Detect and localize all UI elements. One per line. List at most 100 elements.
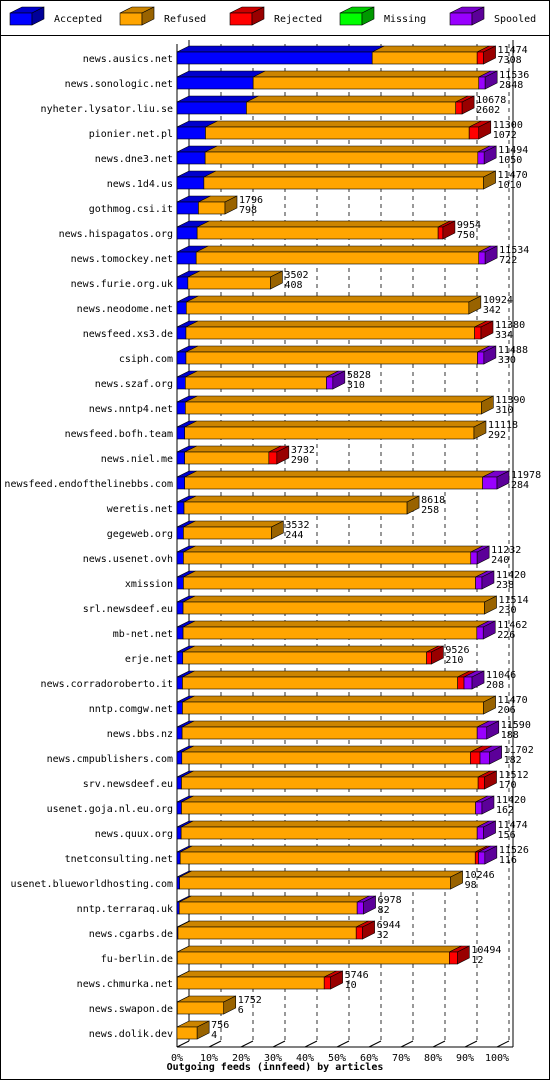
bar-front [176,51,373,65]
bar-front [468,126,480,140]
bar-segment [181,720,490,740]
bar-segment [176,45,385,65]
bar-front [176,726,183,740]
bar-segment [204,145,490,165]
bar-segment [185,320,487,340]
bar-top [185,320,487,328]
total-label: 9526 [445,645,469,656]
bar-front [176,201,199,215]
legend-item: Accepted [9,6,102,26]
legend-item: Refused [119,6,206,26]
bar-side [483,820,496,840]
bar-segment [356,895,376,915]
bar-side [141,6,155,26]
accepted-label: 206 [498,705,516,716]
bar-segment [183,545,483,565]
bar-front [176,226,198,240]
bar-top [182,620,489,628]
bar-segment [477,770,497,790]
bar-segment [184,445,281,465]
bar-front [179,851,476,865]
bar-front [475,801,483,815]
bar-front [176,401,186,415]
bar-front [355,926,363,940]
bar-front [176,876,180,890]
bar-segment [426,645,444,665]
y-tick-label: news.tomockey.net [71,254,173,265]
total-label: 11420 [496,795,526,806]
y-tick-label: newsfeed.bofh.team [65,429,173,440]
bar-front [176,701,183,715]
bar-front [177,926,357,940]
accepted-label: 32 [377,930,389,941]
bar-front [176,776,182,790]
bar-side [196,1020,210,1040]
bar-segment [437,220,456,240]
y-tick-label: nntp.comgw.net [89,704,173,715]
accepted-label: 10 [345,980,357,991]
x-tick [240,1040,254,1048]
x-tick-label: 40% [296,1053,314,1064]
bar-front [176,901,180,915]
y-tick-label: news.furie.org.uk [71,279,173,290]
total-label: 11488 [498,345,528,356]
accepted-label: 1050 [498,155,522,166]
bar-segment [463,670,485,690]
x-tick-label: 10% [200,1053,218,1064]
bar-side [476,545,490,565]
accepted-label: 330 [498,355,516,366]
total-label: 10494 [471,945,501,956]
bar-front [463,676,473,690]
total-label: 11300 [493,120,523,131]
bar-segment [476,45,496,65]
bar-front [182,701,484,715]
bar-top [372,45,490,53]
accepted-label: 182 [504,755,522,766]
bar-front [185,351,478,365]
bar-side [481,570,495,590]
bar-front [176,501,185,515]
accepted-label: 334 [495,330,513,341]
accepted-label: 408 [284,280,302,291]
bar-top [176,70,266,78]
bar-front [204,151,479,165]
y-tick-label: news.corradoroberto.it [41,679,173,690]
bar-front [182,676,458,690]
accepted-label: 12 [471,955,483,966]
bar-front [476,626,484,640]
bar-front [181,751,471,765]
bar-front [176,76,254,90]
total-label: 11474 [498,45,528,56]
y-tick-label: news.hispagatos.org [59,229,173,240]
bar-side [271,520,284,540]
bar-front [176,376,186,390]
bar-front [477,776,485,790]
bar-segment [195,245,491,265]
total-label: 6978 [378,895,402,906]
bar-top [186,295,481,303]
y-tick-label: nyheter.lysator.liu.se [41,104,173,115]
accepted-label: 290 [291,455,309,466]
bar-front [176,126,206,140]
y-tick-label: usenet.goja.nl.eu.org [47,804,173,815]
y-tick-label: pionier.net.pl [89,129,173,140]
bar-front [475,576,483,590]
bar-front [176,851,181,865]
bar-front [180,826,478,840]
bar-top [187,270,283,278]
bar-top [182,645,439,653]
legend-label: Refused [164,14,206,25]
bar-side [457,945,470,965]
bar-side [484,245,498,265]
bar-side [276,445,290,465]
bar-front [195,251,480,265]
bar-front [323,976,331,990]
total-label: 756 [211,1020,229,1031]
bar-front [474,326,482,340]
accepted-label: 342 [483,305,501,316]
accepted-label: 208 [486,680,504,691]
bar-front [478,851,486,865]
bar-front [176,251,197,265]
bar-top [181,745,483,753]
x-tick [400,1040,414,1048]
